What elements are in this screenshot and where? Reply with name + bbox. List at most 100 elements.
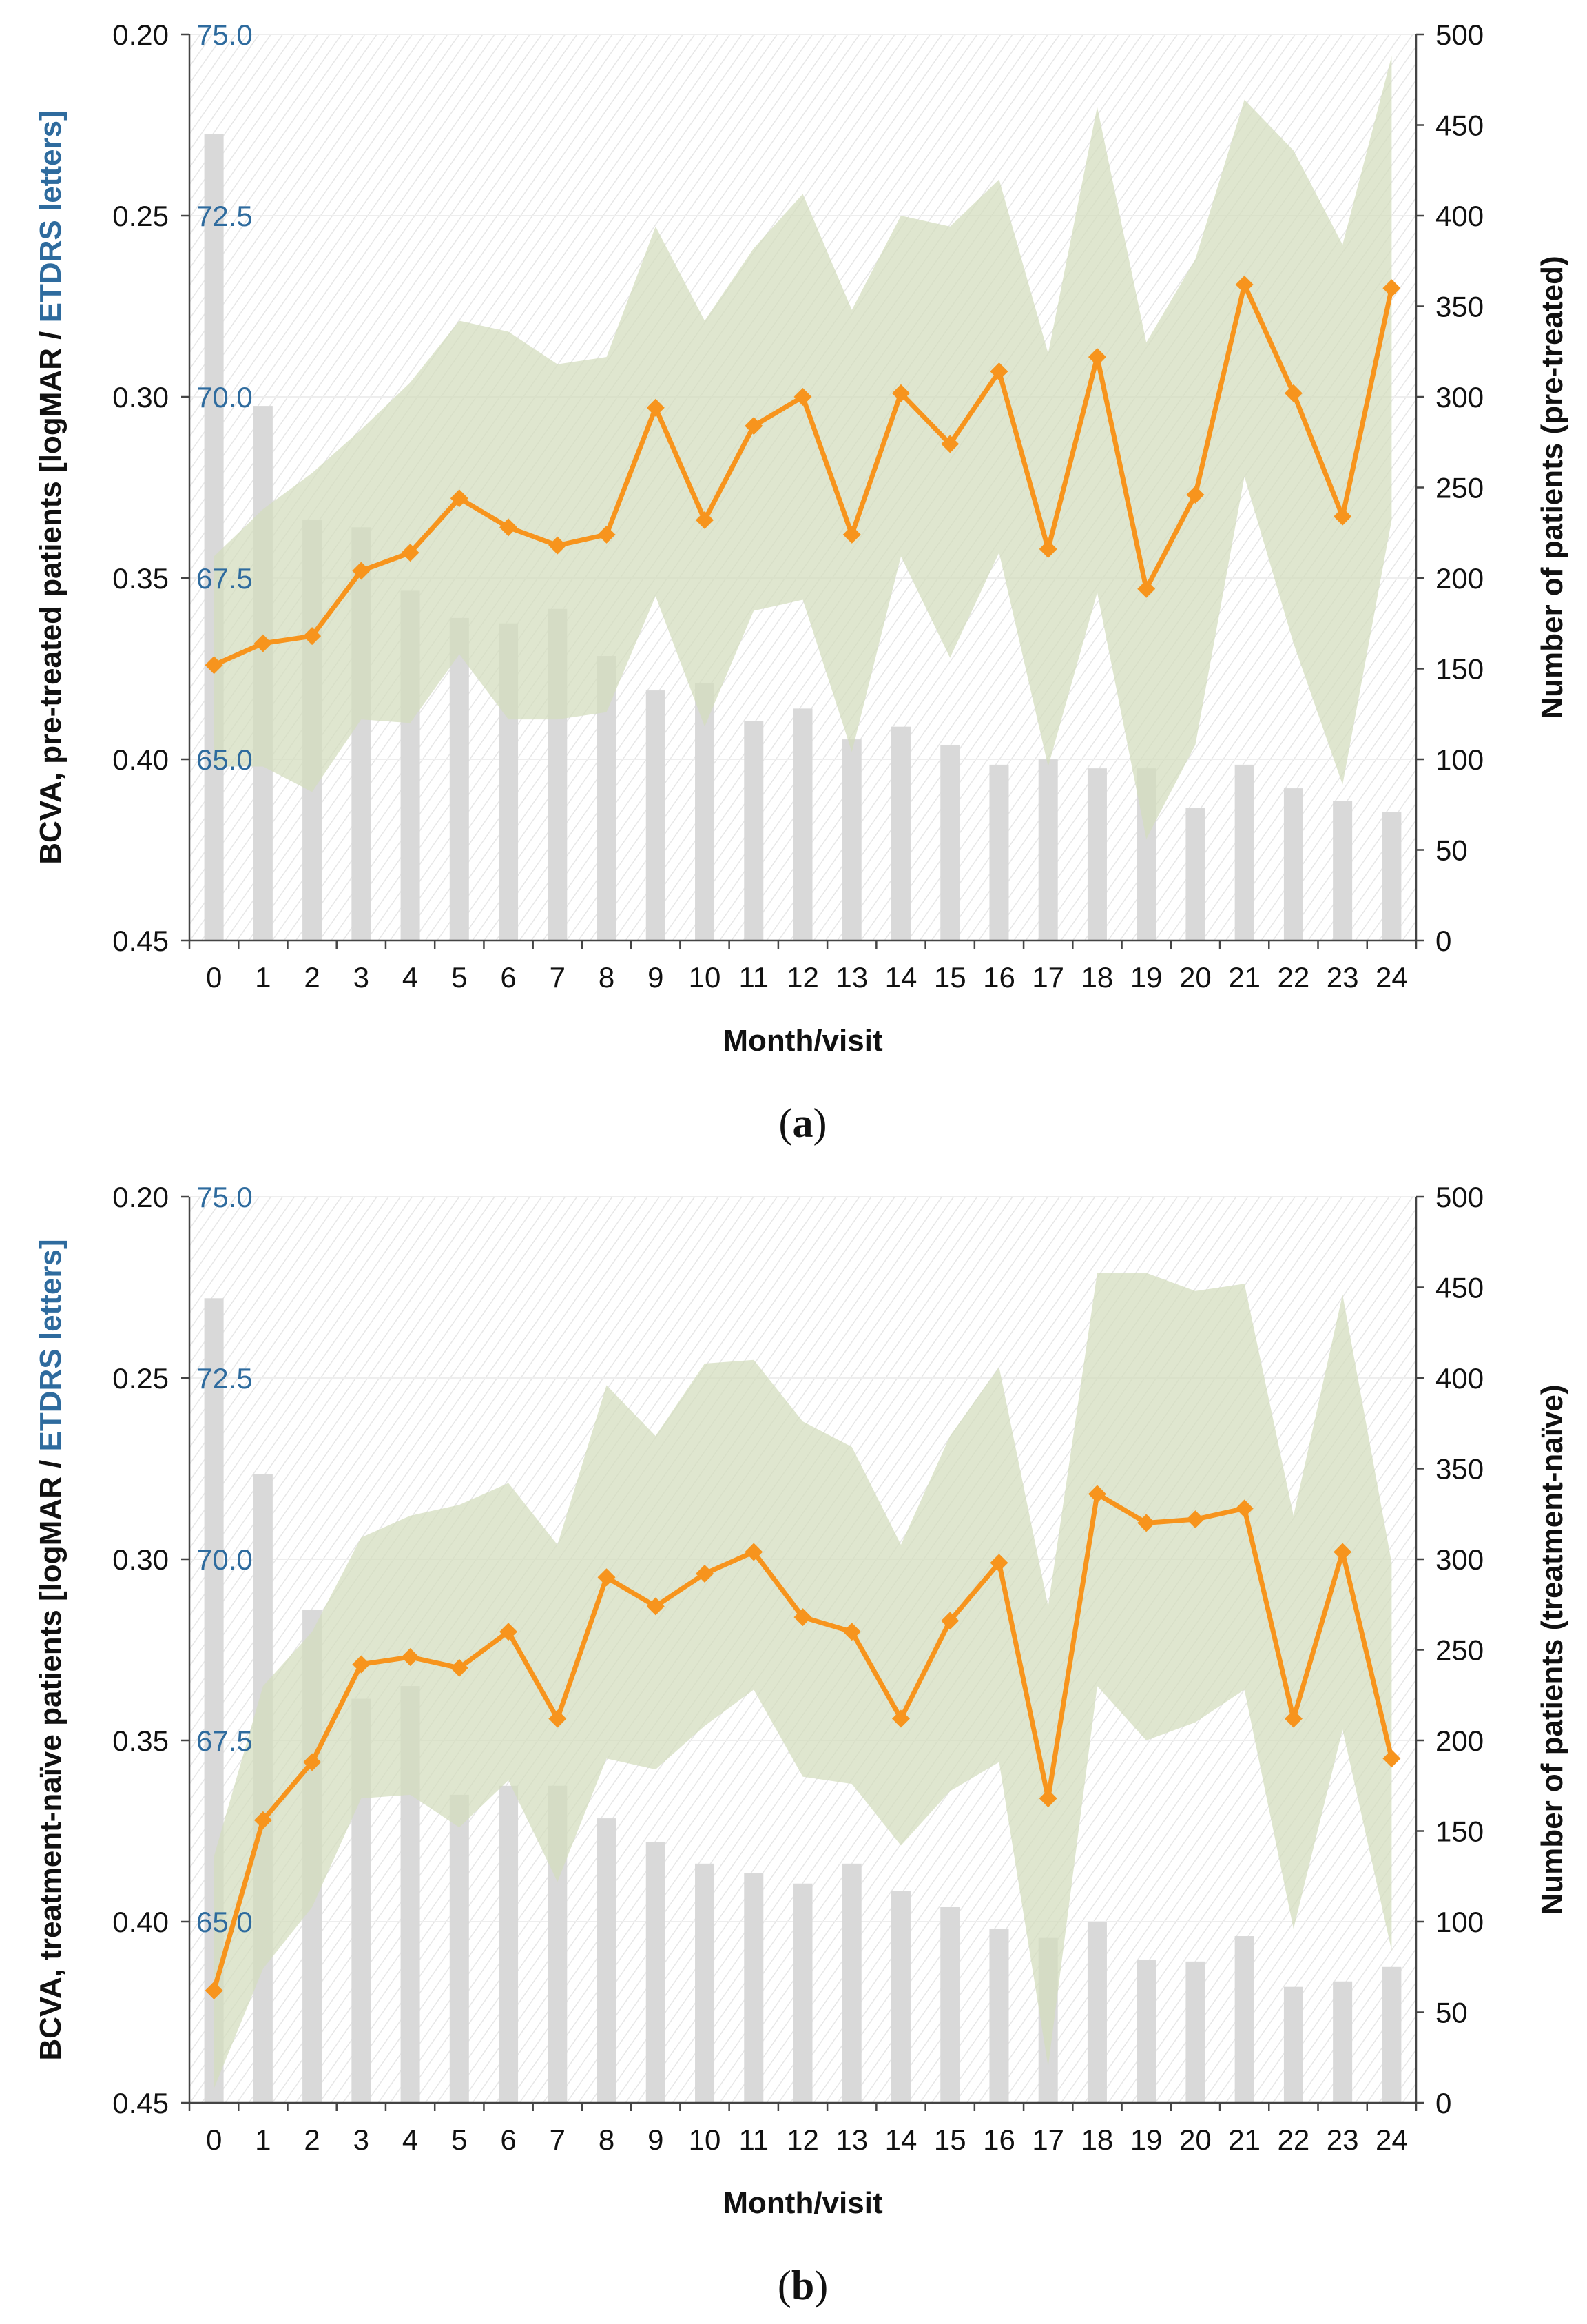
x-tick-label: 20 (1179, 961, 1212, 994)
patients-bar (940, 1906, 960, 2103)
patients-bar (645, 690, 665, 940)
panel-label-close: ) (813, 1100, 827, 1146)
bcva-mean-marker (253, 634, 272, 652)
bcva-mean-marker (745, 1543, 763, 1561)
bcva-mean-marker (1334, 507, 1352, 526)
x-tick-label: 18 (1081, 2124, 1114, 2156)
patients-bar (842, 1863, 862, 2103)
x-tick-label: 2 (304, 961, 320, 994)
x-tick-label: 16 (983, 2124, 1015, 2156)
bcva-mean-marker (450, 489, 468, 508)
bcva-mean-marker (1235, 275, 1254, 294)
x-tick-label: 21 (1228, 2124, 1261, 2156)
x-tick-label: 23 (1327, 961, 1359, 994)
bcva-mean-marker (401, 544, 419, 562)
patients-tick-label: 500 (1435, 1181, 1484, 1213)
patients-tick-label: 0 (1435, 2087, 1451, 2119)
logmar-tick-label: 0.25 (112, 1362, 169, 1395)
patients-tick-label: 400 (1435, 200, 1484, 232)
patients-bar (204, 134, 224, 940)
bcva-mean-marker (450, 1658, 468, 1677)
patients-tick-label: 350 (1435, 291, 1484, 323)
x-tick-label: 24 (1376, 961, 1408, 994)
logmar-tick-label: 0.45 (112, 925, 169, 957)
left-axis-title-logmar: BCVA, pre-treated patients [logMAR / (34, 322, 68, 864)
x-tick-label: 9 (647, 961, 663, 994)
bcva-range-band (214, 1273, 1392, 2088)
patients-bar (1283, 788, 1303, 940)
x-tick-label: 10 (689, 961, 721, 994)
x-tick-label: 20 (1179, 2124, 1212, 2156)
x-tick-label: 7 (550, 2124, 566, 2156)
x-tick-label: 17 (1032, 961, 1064, 994)
etdrs-tick-label: 70.0 (196, 381, 253, 413)
etdrs-tick-label: 75.0 (196, 1181, 253, 1213)
patients-tick-label: 200 (1435, 1725, 1484, 1757)
patients-tick-label: 400 (1435, 1362, 1484, 1395)
bcva-mean-marker (1334, 1543, 1352, 1561)
etdrs-tick-label: 72.5 (196, 200, 253, 232)
x-tick-label: 7 (550, 961, 566, 994)
bcva-mean-marker (794, 1608, 812, 1627)
bcva-mean-marker (891, 384, 910, 402)
patients-tick-label: 250 (1435, 472, 1484, 504)
bcva-mean-marker (253, 1811, 272, 1829)
x-tick-label: 22 (1278, 2124, 1310, 2156)
x-tick-label: 15 (934, 961, 966, 994)
patients-bar (1185, 808, 1205, 940)
bcva-mean-marker (1137, 1514, 1156, 1532)
x-tick-label: 0 (206, 2124, 222, 2156)
panel-label: (a) (779, 1100, 827, 1146)
patients-tick-label: 450 (1435, 110, 1484, 142)
x-tick-label: 5 (451, 961, 467, 994)
bcva-mean-marker (1088, 348, 1106, 367)
x-tick-label: 19 (1130, 2124, 1163, 2156)
bcva-mean-marker (499, 518, 518, 537)
bcva-mean-marker (990, 1554, 1008, 1572)
patients-bar (842, 739, 862, 940)
chart-panel-a: 0.20 0.25 0.30 0.35 0.40 0.45 75.0 72.5 70.0 67.5… (34, 19, 1569, 1146)
x-tick-label: 24 (1376, 2124, 1408, 2156)
chart-panel-b: 0.20 0.25 0.30 0.35 0.40 0.45 75.0 72.5 70.0 67.5… (0, 1162, 1587, 2324)
patients-bar (645, 1842, 665, 2103)
x-tick-label: 12 (787, 2124, 819, 2156)
patients-tick-label: 150 (1435, 1816, 1484, 1848)
patients-bar (1283, 1986, 1303, 2103)
bcva-mean-marker (597, 1568, 616, 1587)
patients-tick-label: 50 (1435, 1997, 1468, 2029)
bcva-mean-marker (401, 1648, 419, 1667)
x-tick-label: 12 (787, 961, 819, 994)
x-tick-label: 1 (255, 2124, 271, 2156)
patients-tick-label: 0 (1435, 925, 1451, 957)
patients-bar (1333, 801, 1353, 940)
logmar-tick-label: 0.20 (112, 19, 169, 51)
patients-bar (597, 1818, 616, 2103)
bcva-mean-marker (548, 1709, 567, 1728)
bcva-mean-marker (1284, 1709, 1303, 1728)
left-axis-title-etdrs: ETDRS letters] (34, 1239, 68, 1451)
bcva-mean-marker (1382, 279, 1401, 298)
patients-bar (793, 708, 813, 940)
x-tick-label: 14 (885, 961, 917, 994)
patients-bar (891, 1891, 911, 2103)
x-tick-label: 6 (500, 2124, 516, 2156)
x-tick-label: 1 (255, 961, 271, 994)
x-tick-label: 8 (599, 2124, 614, 2156)
bcva-mean-marker (745, 417, 763, 435)
x-axis-title: Month/visit (723, 2186, 883, 2220)
x-tick-label: 16 (983, 961, 1015, 994)
patients-bar (499, 1785, 519, 2103)
x-tick-label: 15 (934, 2124, 966, 2156)
etdrs-tick-label: 67.5 (196, 1725, 253, 1757)
panel-label-close: ) (814, 2263, 828, 2308)
patients-bar (891, 726, 911, 940)
bcva-mean-marker (205, 1981, 223, 1999)
patients-bar (695, 1863, 715, 2103)
etdrs-tick-label: 70.0 (196, 1543, 253, 1576)
patients-bar (1038, 759, 1058, 940)
panel-label-open: ( (778, 2263, 791, 2308)
bcva-mean-marker (1235, 1499, 1254, 1518)
x-tick-label: 23 (1327, 2124, 1359, 2156)
bcva-mean-marker (352, 1655, 371, 1674)
bcva-mean-marker (303, 627, 322, 646)
